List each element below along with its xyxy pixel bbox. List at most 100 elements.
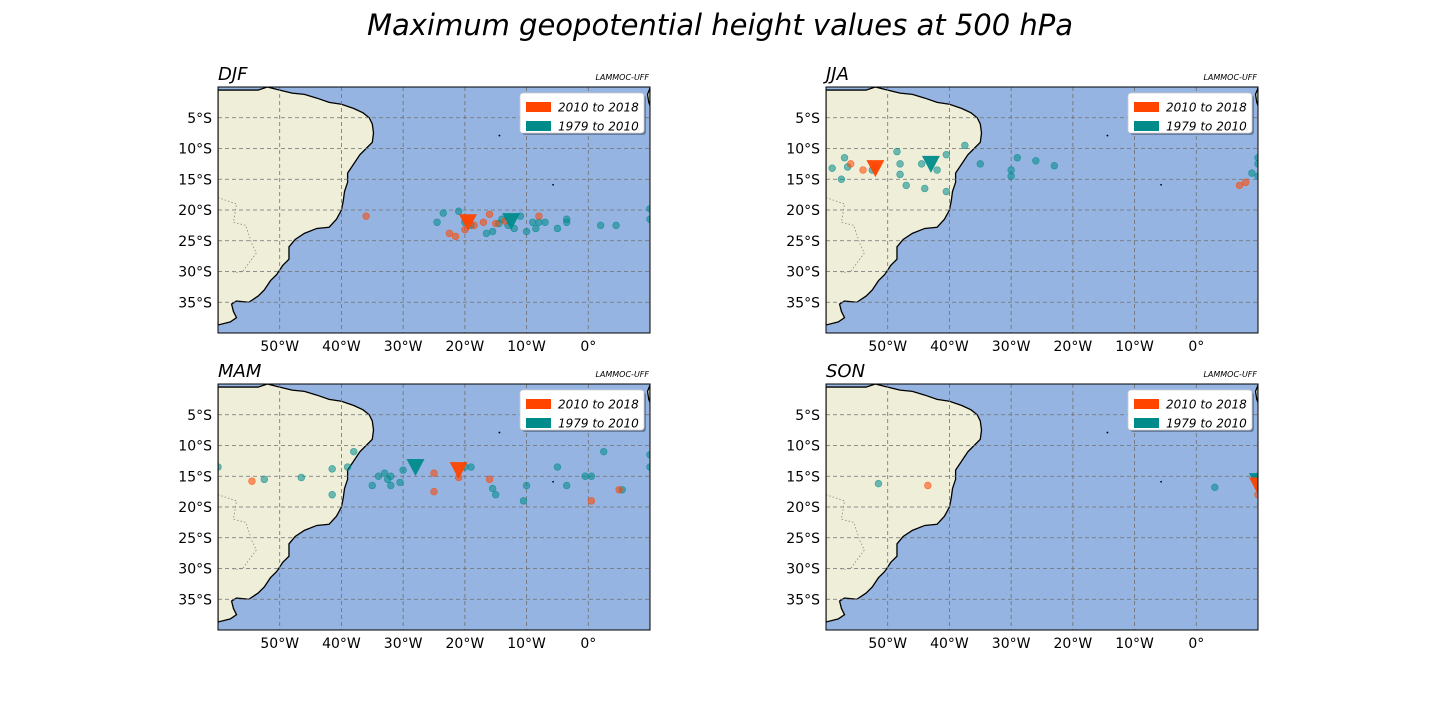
x-tick-label: 10°W (1115, 339, 1154, 355)
legend-swatch (526, 102, 551, 112)
recent-max-point (430, 469, 438, 477)
past-max-point (1211, 483, 1219, 492)
recent-max-point (485, 210, 494, 219)
y-tick-label: 20°S (178, 500, 212, 516)
legend-entry: 1979 to 2010 (1166, 120, 1247, 134)
legend: 2010 to 2018 1979 to 2010 (1127, 389, 1254, 432)
island-marker (552, 183, 555, 186)
past-max-point (522, 227, 531, 236)
recent-max-point (535, 212, 543, 220)
y-tick-label: 15°S (786, 469, 820, 485)
island-marker (498, 134, 501, 137)
past-mean-marker (502, 213, 521, 231)
past-max-point (488, 227, 497, 236)
legend-entry: 2010 to 2018 (558, 398, 639, 412)
legend-swatch (526, 418, 551, 428)
legend-entry: 1979 to 2010 (1166, 417, 1247, 431)
y-tick-label: 5°S (187, 408, 212, 424)
recent-max-point (430, 487, 438, 496)
country-border (826, 197, 865, 274)
past-max-point (535, 218, 543, 227)
y-tick-label: 15°S (178, 469, 212, 485)
credit-label: LAMMOC-UFF (1203, 370, 1257, 379)
y-tick-label: 30°S (178, 265, 212, 281)
x-tick-label: 40°W (930, 636, 969, 652)
recent-max-point (445, 229, 454, 238)
recent-max-point (859, 166, 867, 174)
past-max-point (374, 472, 383, 480)
y-tick-label: 30°S (786, 265, 820, 281)
x-tick-label: 40°W (322, 636, 361, 652)
island-marker (498, 431, 501, 434)
past-max-point (902, 181, 910, 190)
past-max-point (519, 497, 528, 505)
past-max-point (596, 221, 605, 230)
past-max-point (387, 472, 395, 480)
past-max-point (921, 184, 929, 193)
map-frame (825, 383, 1259, 631)
y-tick-label: 5°S (795, 408, 820, 424)
past-max-point (343, 463, 352, 471)
past-max-point (1248, 169, 1256, 177)
y-tick-label: 25°S (786, 531, 820, 547)
recent-max-point (248, 477, 256, 485)
recent-max-point (485, 475, 494, 484)
past-max-point (532, 224, 540, 233)
x-tick-label: 20°W (446, 636, 485, 652)
past-max-point (387, 481, 395, 490)
past-max-point (482, 229, 491, 238)
x-tick-label: 0° (1188, 636, 1204, 652)
credit-label: LAMMOC-UFF (1203, 73, 1257, 82)
x-tick-label: 10°W (507, 339, 546, 355)
map-frame (825, 86, 1259, 334)
y-tick-label: 35°S (178, 295, 212, 311)
map-frame (217, 86, 651, 334)
x-tick-label: 0° (580, 339, 596, 355)
past-max-point (1013, 154, 1022, 162)
past-max-point (840, 154, 849, 162)
legend: 2010 to 2018 1979 to 2010 (519, 92, 646, 135)
past-max-point (350, 447, 358, 456)
country-border (826, 494, 865, 571)
past-max-point (896, 160, 904, 168)
past-max-point (837, 175, 846, 183)
legend-entry: 1979 to 2010 (558, 417, 639, 431)
country-border (218, 494, 257, 571)
legend-swatch (1134, 418, 1159, 428)
past-max-point (917, 160, 926, 168)
x-tick-label: 50°W (868, 636, 907, 652)
recent-max-point (362, 212, 370, 220)
x-tick-label: 50°W (260, 636, 299, 652)
past-max-point (328, 491, 336, 499)
x-tick-label: 20°W (1054, 636, 1093, 652)
island-marker (1160, 480, 1163, 483)
x-tick-label: 20°W (1054, 339, 1093, 355)
y-tick-label: 25°S (786, 234, 820, 250)
past-max-point (399, 466, 407, 474)
recent-mean-marker (866, 160, 885, 178)
map-panel-djf: 50°W 40°W 30°W 20°W 10°W 0° 5°S 10°S 15°S 20°S 25°… (178, 64, 651, 355)
page-title: Maximum geopotential height values at 50… (366, 8, 1074, 42)
past-max-point (976, 160, 984, 168)
y-tick-label: 35°S (178, 592, 212, 608)
y-tick-label: 25°S (178, 531, 212, 547)
panel-title: JJA (823, 64, 849, 85)
past-max-point (562, 481, 571, 490)
x-tick-label: 30°W (992, 636, 1031, 652)
x-tick-label: 30°W (384, 339, 423, 355)
recent-max-point (846, 160, 855, 168)
recent-max-point (492, 219, 500, 228)
legend: 2010 to 2018 1979 to 2010 (1127, 92, 1254, 135)
x-tick-label: 30°W (384, 636, 423, 652)
recent-max-point (479, 218, 488, 227)
x-tick-label: 0° (580, 636, 596, 652)
past-max-point (1032, 157, 1040, 165)
past-max-point (893, 147, 901, 156)
past-max-point (380, 469, 389, 477)
legend-swatch (1134, 399, 1159, 409)
past-max-point (874, 479, 883, 488)
legend-entry: 1979 to 2010 (558, 120, 639, 134)
map-panel-mam: 50°W 40°W 30°W 20°W 10°W 0° 5°S 10°S 15°S 20°S 25°… (178, 361, 651, 652)
past-max-point (522, 481, 531, 490)
recent-max-point (451, 232, 460, 241)
